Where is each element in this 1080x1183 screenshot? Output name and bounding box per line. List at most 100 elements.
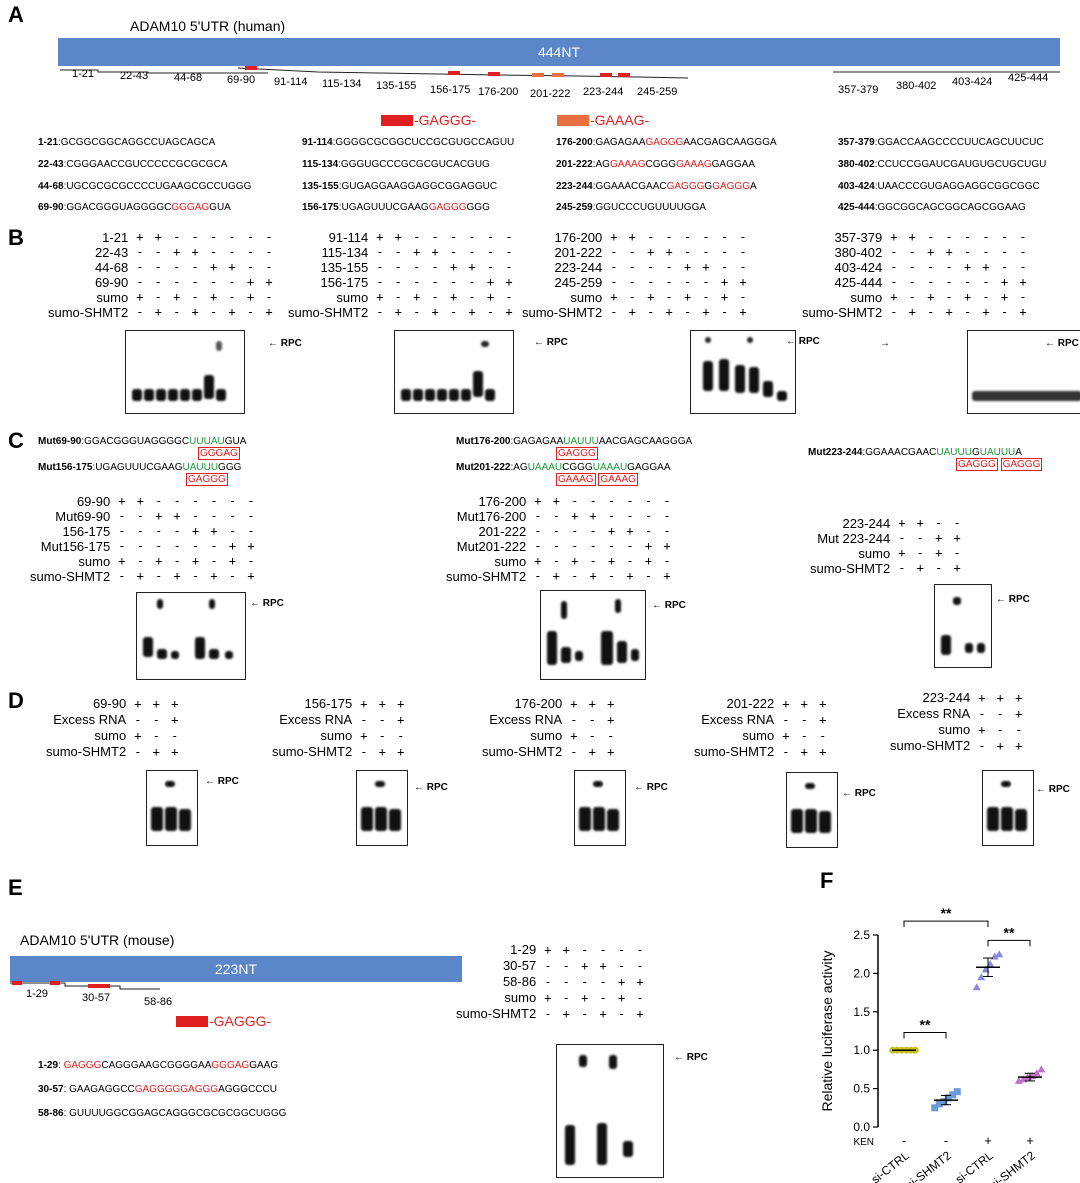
table-row: 69-90 + + - - - - - - (28, 494, 259, 509)
sequence-text: GAAGAGGCC (69, 1084, 135, 1095)
panel-letter-e: E (8, 875, 23, 900)
table-row: 69-90 - - - - - - + + (46, 275, 277, 290)
sequence-text: :CGGGAACCGUCCCCCGCGCGCA (63, 159, 228, 170)
row-label: Excess RNA (701, 712, 775, 727)
row-label: 201-222 (726, 696, 775, 711)
sequence-text: :GAGAGAA (510, 436, 564, 447)
gel-band (171, 651, 179, 659)
row-label: sumo (504, 990, 537, 1005)
emsa-gel (967, 330, 1080, 414)
seg-label: 135-155 (376, 80, 417, 92)
row-label: sumo (938, 722, 971, 737)
row-signs: + + - - - - - - (890, 230, 1029, 244)
row-label: sumo-SHMT2 (810, 561, 891, 576)
row-label: sumo (78, 554, 111, 569)
row-signs: + + - - - - - - (534, 494, 673, 508)
table-row: Excess RNA - - + (480, 712, 618, 728)
row-signs: + - - (978, 723, 1025, 737)
rpc-label: ← RPC (268, 338, 302, 349)
sequence-text: :AG (592, 159, 610, 170)
motif-text: GGGAG (171, 202, 210, 213)
seg-label: 1-29 (26, 988, 49, 1000)
category-label: si-CTRL (869, 1148, 913, 1183)
gel-band (375, 781, 385, 787)
gel-band (747, 337, 753, 343)
motif-text: GAGGGGGAGGG (134, 1084, 219, 1095)
gel-band (791, 809, 803, 833)
seg-label: 245-259 (637, 86, 678, 98)
table-row: sumo-SHMT2 - + - + (808, 561, 965, 576)
gel-band (617, 641, 627, 663)
sequence-line: 44-68:UGCGCGCGCCCCUGAAGCGCCUGGG (38, 181, 251, 192)
data-point (972, 983, 981, 991)
row-signs: - - - - - - + + (534, 539, 673, 553)
seg-label: 91-114 (274, 76, 308, 88)
row-signs: + - + - + - + - (118, 554, 257, 568)
sequence-id: Mut176-200 (456, 436, 511, 447)
row-label: sumo (530, 728, 563, 743)
gel-band (965, 643, 973, 653)
row-label: 1-21 (102, 230, 129, 245)
table-row: sumo-SHMT2 - + - + - + - + (800, 305, 1031, 320)
sequence-id: 69-90 (38, 202, 64, 213)
gel-band (987, 807, 999, 831)
table-row: sumo-SHMT2 - + - + - + - + (444, 569, 675, 584)
sequence-line: 201-222:AGGAAAGCGGGGAAAGGAGGAA (556, 159, 755, 170)
row-label: sumo-SHMT2 (456, 1006, 537, 1021)
y-tick-label: 2.0 (853, 966, 870, 980)
panel-d-labels: 201-222 + + + Excess RNA - - + sumo + - - sumo… (692, 696, 830, 760)
significance-label: ** (920, 1017, 931, 1033)
panel-letter-b: B (8, 225, 24, 250)
row-signs: - - + + (898, 531, 963, 545)
rpc-label: ← RPC (634, 782, 668, 793)
data-point (986, 960, 995, 968)
row-signs: + - + - + - + - (610, 290, 749, 304)
row-signs: - - + (570, 713, 617, 727)
category-label: si-CTRL (953, 1148, 997, 1183)
sequence-text: A (1015, 447, 1022, 458)
sequence-line: 115-134:GGGUGCCCGCGCGUCACGUG (302, 159, 490, 170)
gel-band (425, 389, 435, 401)
data-point (931, 1104, 939, 1112)
row-label: 115-134 (321, 245, 369, 260)
panel-b-labels: 91-114 + + - - - - - - 115-134 - - + + - - … (286, 230, 517, 320)
seg-label: 22-43 (120, 70, 149, 82)
ken-sign: + (984, 1133, 992, 1148)
table-row: 201-222 - - - - + + - - (444, 524, 675, 539)
sequence-text: :UGAGUUUCGAAG (92, 462, 183, 473)
row-label: 69-90 (76, 494, 111, 509)
sequence-id: Mut201-222 (456, 462, 511, 473)
gel-band (165, 781, 175, 787)
boxed-motif: GAGGG (186, 473, 228, 486)
sequence-text: G (971, 447, 980, 458)
gel-band (805, 809, 817, 833)
sequence-text: :GGACGGGUAGGGGC (63, 202, 172, 213)
seg-label: 380-402 (896, 80, 937, 92)
row-label: 156-175 (304, 696, 353, 711)
sequence-id: 245-259 (556, 202, 593, 213)
gel-band (1001, 807, 1013, 831)
sequence-id: 380-402 (838, 159, 875, 170)
y-tick-label: 1.5 (853, 1005, 870, 1019)
emsa-gel (556, 1044, 664, 1178)
sequence-text: AGGGCCCU (218, 1084, 277, 1095)
gel-band (216, 389, 226, 401)
table-row: Excess RNA - - + (888, 706, 1026, 722)
row-signs: - - + (782, 713, 829, 727)
table-row: 201-222 - - + + - - - - (520, 245, 751, 260)
row-signs: - - - - + + - - (534, 524, 673, 538)
utr-length-label: 444NT (537, 44, 581, 60)
row-signs: - - + (360, 713, 407, 727)
sequence-id: Mut223-244 (808, 447, 863, 458)
table-row: sumo + - - (270, 728, 408, 744)
original-motif-box: GAGGG (186, 473, 228, 486)
sequence-id: 30-57 (38, 1084, 64, 1095)
row-signs: - + - + - + - + (534, 569, 673, 583)
sequence-id: Mut69-90 (38, 436, 82, 447)
gel-band (561, 601, 567, 619)
panel-letter-d: D (8, 688, 24, 713)
original-motif-box: GGGAG (198, 447, 240, 460)
row-label: sumo-SHMT2 (522, 305, 603, 320)
gaaag-legend-label: -GAAAG- (590, 112, 650, 128)
gel-band (209, 599, 215, 609)
